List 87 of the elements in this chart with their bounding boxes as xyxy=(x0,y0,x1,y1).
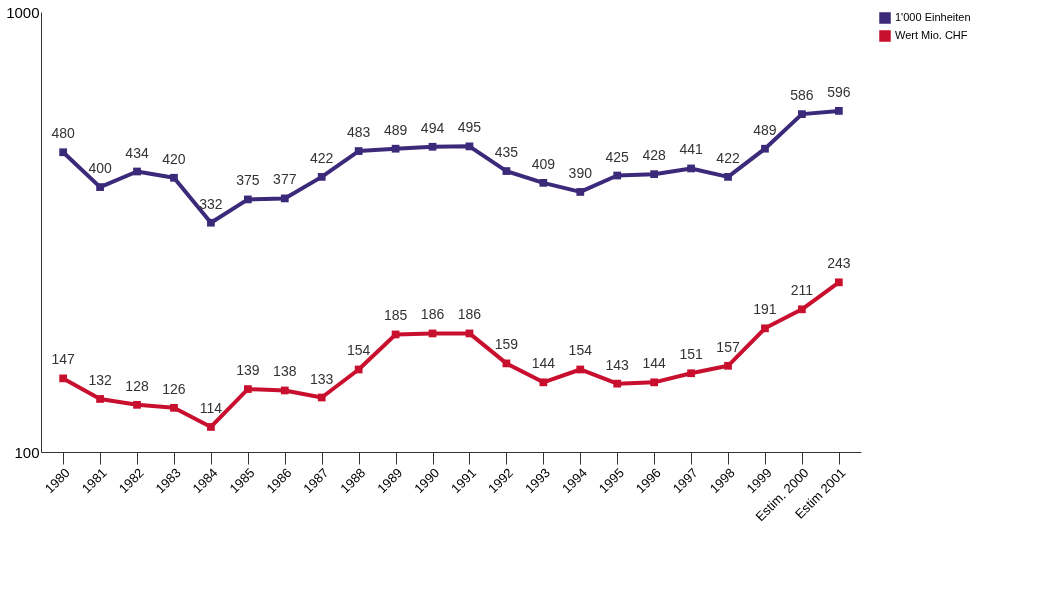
point xyxy=(613,379,622,388)
data-label: 489 xyxy=(383,121,408,138)
point xyxy=(724,172,732,181)
point xyxy=(428,142,437,151)
point xyxy=(170,173,178,182)
point xyxy=(354,365,363,374)
data-label: 434 xyxy=(125,144,149,161)
data-label: 132 xyxy=(88,371,112,388)
data-label: 186 xyxy=(457,306,482,323)
data-label: 409 xyxy=(531,155,556,172)
data-label: 480 xyxy=(51,125,76,142)
data-label: 211 xyxy=(790,282,814,299)
point xyxy=(761,144,769,153)
data-label: 128 xyxy=(125,377,149,394)
data-label: 435 xyxy=(494,144,519,161)
point xyxy=(613,171,622,180)
data-label: 489 xyxy=(753,121,777,138)
point xyxy=(317,393,326,402)
point xyxy=(280,194,289,203)
data-label: 483 xyxy=(346,124,371,141)
data-label: 114 xyxy=(199,399,223,416)
data-label: 191 xyxy=(753,301,777,318)
point xyxy=(539,178,548,187)
point xyxy=(354,147,363,155)
point xyxy=(96,183,104,191)
legend-label: 1'000 Einheiten xyxy=(895,11,971,23)
point xyxy=(243,195,252,204)
data-label: 139 xyxy=(236,362,260,379)
data-label: 138 xyxy=(273,363,297,380)
data-label: 144 xyxy=(642,355,667,372)
y-tick-label: 100 xyxy=(14,443,40,461)
point xyxy=(650,378,659,387)
point xyxy=(59,148,68,157)
data-label: 151 xyxy=(679,346,703,363)
data-label: 144 xyxy=(531,355,556,372)
point xyxy=(834,107,843,115)
point xyxy=(96,395,104,403)
point xyxy=(59,374,68,383)
data-label: 425 xyxy=(605,148,630,165)
data-label: 422 xyxy=(716,149,740,166)
point xyxy=(798,110,806,118)
data-label: 400 xyxy=(88,160,112,177)
point xyxy=(280,386,289,395)
data-label: 377 xyxy=(273,171,297,188)
data-label: 596 xyxy=(827,83,851,100)
point xyxy=(576,365,585,374)
data-label: 157 xyxy=(716,338,740,355)
data-label: 495 xyxy=(457,119,482,136)
data-label: 441 xyxy=(679,141,703,158)
data-label: 186 xyxy=(420,306,445,323)
data-label: 428 xyxy=(642,147,667,164)
point xyxy=(317,172,326,181)
point xyxy=(761,324,769,333)
data-label: 422 xyxy=(310,149,334,166)
point xyxy=(724,361,732,370)
data-label: 243 xyxy=(827,255,851,272)
data-label: 420 xyxy=(162,150,186,167)
data-label: 159 xyxy=(494,336,519,353)
point xyxy=(576,188,585,196)
data-label: 390 xyxy=(568,164,593,181)
legend-label: Wert Mio. CHF xyxy=(895,29,968,41)
point xyxy=(391,144,400,153)
data-label: 147 xyxy=(51,351,76,368)
data-label: 332 xyxy=(199,195,223,212)
data-label: 143 xyxy=(605,356,630,373)
point xyxy=(170,403,178,412)
point xyxy=(539,378,548,387)
point xyxy=(133,167,141,176)
point xyxy=(502,167,511,175)
y-tick-label: 1000 xyxy=(6,3,40,21)
data-label: 154 xyxy=(346,342,371,359)
data-label: 126 xyxy=(162,380,186,397)
point xyxy=(834,278,843,287)
point xyxy=(798,305,806,314)
data-label: 494 xyxy=(420,119,445,136)
data-label: 586 xyxy=(790,87,814,104)
point xyxy=(687,369,695,378)
data-label: 375 xyxy=(236,172,260,189)
data-label: 185 xyxy=(383,307,408,324)
point xyxy=(207,218,215,227)
point xyxy=(687,164,695,173)
data-label: 154 xyxy=(568,342,593,359)
data-label: 133 xyxy=(310,370,334,387)
point xyxy=(207,423,215,431)
point xyxy=(133,400,141,409)
point xyxy=(243,385,252,393)
point xyxy=(650,170,659,179)
